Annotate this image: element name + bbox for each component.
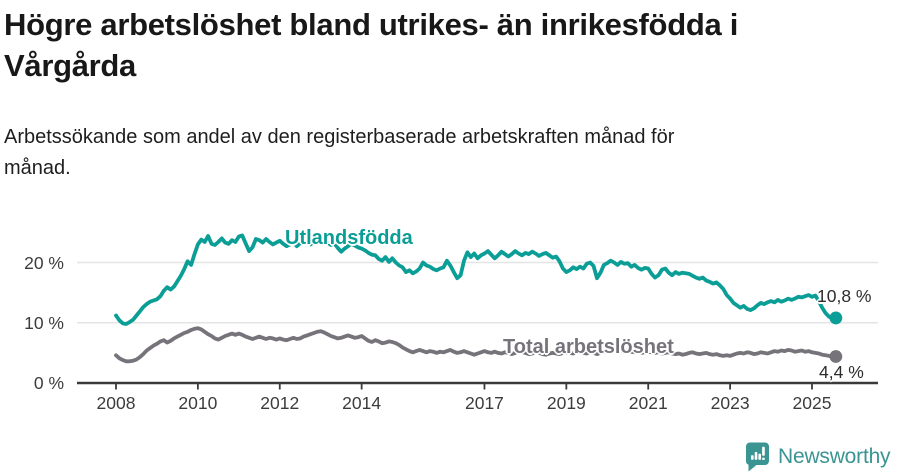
chart-subtitle: Arbetssökande som andel av den registerb… xyxy=(4,126,675,179)
end-value-label-total: 4,4 % xyxy=(819,362,864,382)
x-tick-label: 2019 xyxy=(546,393,586,413)
end-value-label-utlandsfodda: 10,8 % xyxy=(817,286,872,306)
x-tick-label: 2023 xyxy=(710,393,750,413)
x-tick-label: 2014 xyxy=(342,393,382,413)
x-tick-label: 2017 xyxy=(464,393,504,413)
x-tick-label: 2008 xyxy=(96,393,136,413)
y-tick-label: 10 % xyxy=(24,312,64,333)
series-label-utlandsfodda: Utlandsfödda xyxy=(285,227,413,249)
bar-chart-speech-bubble-icon xyxy=(745,442,769,472)
data-line-utlandsfodda xyxy=(114,233,838,326)
series-label-total-arbetsloshet: Total arbetslöshet xyxy=(503,336,674,358)
brand-name: Newsworthy xyxy=(778,444,891,468)
y-tick-label: 0 % xyxy=(33,373,64,393)
x-tick-label: 2025 xyxy=(792,393,832,413)
page-title: Högre arbetslöshet bland utrikes- än inr… xyxy=(4,7,739,83)
newsworthy-logo: Newsworthy xyxy=(744,441,891,472)
y-tick-label: 20 % xyxy=(24,252,64,273)
x-tick-label: 2021 xyxy=(628,393,668,413)
data-line-total xyxy=(114,326,838,364)
end-point-dot-utlandsfodda xyxy=(829,311,843,325)
end-point-dot-total xyxy=(829,350,843,363)
x-tick-label: 2012 xyxy=(260,393,300,413)
x-tick-label: 2010 xyxy=(178,393,218,413)
